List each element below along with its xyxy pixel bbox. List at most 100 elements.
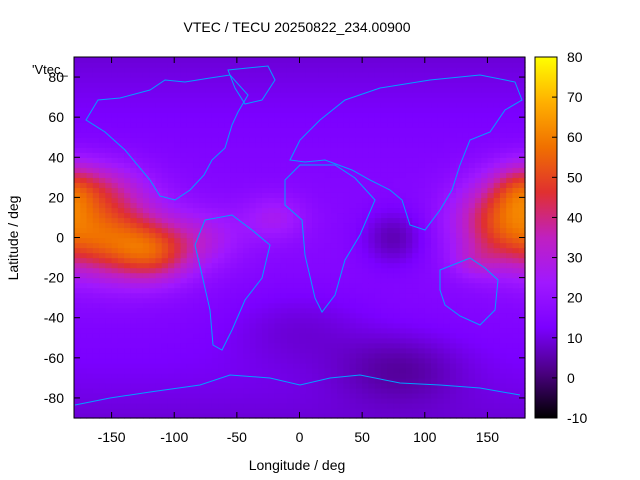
- heatmap-cell: [130, 142, 138, 148]
- heatmap-cell: [268, 327, 276, 334]
- heatmap-cell: [130, 277, 138, 284]
- heatmap-cell: [493, 197, 501, 204]
- heatmap-cell: [355, 142, 363, 148]
- heatmap-cell: [186, 242, 194, 249]
- heatmap-cell: [424, 127, 432, 133]
- heatmap-cell: [224, 182, 232, 188]
- heatmap-cell: [437, 82, 445, 88]
- heatmap-cell: [236, 302, 244, 309]
- heatmap-cell: [186, 382, 194, 389]
- heatmap-cell: [92, 257, 100, 264]
- heatmap-cell: [218, 412, 225, 419]
- heatmap-cell: [255, 357, 263, 364]
- heatmap-cell: [105, 142, 113, 148]
- heatmap-cell: [431, 262, 438, 269]
- heatmap-cell: [105, 367, 113, 374]
- heatmap-cell: [474, 412, 482, 419]
- heatmap-cell: [249, 282, 257, 289]
- heatmap-cell: [236, 257, 244, 264]
- heatmap-cell: [493, 177, 501, 183]
- heatmap-cell: [337, 117, 344, 123]
- heatmap-cell: [80, 117, 88, 123]
- heatmap-cell: [456, 207, 463, 214]
- heatmap-cell: [431, 177, 438, 183]
- heatmap-cell: [186, 387, 194, 394]
- heatmap-cell: [380, 322, 388, 329]
- heatmap-cell: [74, 142, 81, 148]
- heatmap-cell: [293, 372, 301, 379]
- heatmap-cell: [368, 127, 376, 133]
- heatmap-cell: [499, 232, 507, 239]
- heatmap-cell: [418, 187, 426, 193]
- heatmap-cell: [155, 342, 163, 349]
- heatmap-cell: [405, 312, 413, 319]
- heatmap-cell: [74, 162, 81, 168]
- heatmap-cell: [174, 97, 182, 103]
- heatmap-cell: [193, 232, 200, 239]
- heatmap-cell: [193, 112, 200, 118]
- heatmap-cell: [80, 137, 88, 143]
- heatmap-cell: [130, 257, 138, 264]
- heatmap-cell: [255, 402, 263, 409]
- heatmap-cell: [380, 162, 388, 168]
- heatmap-cell: [111, 272, 119, 279]
- heatmap-cell: [305, 292, 313, 299]
- heatmap-cell: [299, 337, 307, 344]
- heatmap-cell: [155, 327, 163, 334]
- heatmap-cell: [92, 107, 100, 113]
- heatmap-cell: [130, 67, 138, 73]
- heatmap-cell: [92, 407, 100, 414]
- heatmap-cell: [149, 137, 157, 143]
- heatmap-cell: [80, 112, 88, 118]
- heatmap-cell: [274, 92, 282, 98]
- heatmap-cell: [124, 377, 131, 384]
- heatmap-cell: [286, 112, 294, 118]
- heatmap-cell: [92, 337, 100, 344]
- heatmap-cell: [80, 217, 88, 224]
- heatmap-cell: [155, 147, 163, 153]
- heatmap-cell: [431, 277, 438, 284]
- heatmap-cell: [374, 167, 382, 173]
- heatmap-cell: [211, 237, 219, 244]
- heatmap-cell: [161, 292, 169, 299]
- heatmap-cell: [261, 252, 269, 259]
- heatmap-cell: [255, 322, 263, 329]
- heatmap-cell: [105, 122, 113, 128]
- heatmap-cell: [449, 297, 457, 304]
- heatmap-cell: [268, 387, 276, 394]
- heatmap-cell: [174, 277, 182, 284]
- heatmap-cell: [456, 82, 463, 88]
- heatmap-cell: [286, 282, 294, 289]
- heatmap-cell: [343, 167, 351, 173]
- heatmap-cell: [481, 182, 489, 188]
- heatmap-cell: [80, 132, 88, 138]
- heatmap-cell: [418, 352, 426, 359]
- heatmap-cell: [136, 127, 144, 133]
- heatmap-cell: [255, 87, 263, 93]
- heatmap-cell: [268, 337, 276, 344]
- heatmap-cell: [380, 127, 388, 133]
- heatmap-cell: [186, 167, 194, 173]
- heatmap-cell: [236, 332, 244, 339]
- heatmap-cell: [355, 87, 363, 93]
- heatmap-cell: [349, 192, 357, 198]
- heatmap-cell: [380, 97, 388, 103]
- heatmap-cell: [174, 367, 182, 374]
- heatmap-cell: [74, 152, 81, 158]
- heatmap-cell: [487, 147, 495, 153]
- heatmap-cell: [161, 342, 169, 349]
- heatmap-cell: [405, 407, 413, 414]
- heatmap-cell: [431, 137, 438, 143]
- heatmap-cell: [193, 257, 200, 264]
- heatmap-cell: [349, 242, 357, 249]
- heatmap-cell: [468, 82, 476, 88]
- heatmap-cell: [255, 212, 263, 219]
- heatmap-cell: [161, 412, 169, 419]
- heatmap-cell: [193, 387, 200, 394]
- heatmap-cell: [261, 132, 269, 138]
- heatmap-cell: [337, 207, 344, 214]
- heatmap-cell: [355, 357, 363, 364]
- heatmap-cell: [512, 387, 520, 394]
- heatmap-cell: [205, 407, 213, 414]
- heatmap-cell: [487, 222, 495, 229]
